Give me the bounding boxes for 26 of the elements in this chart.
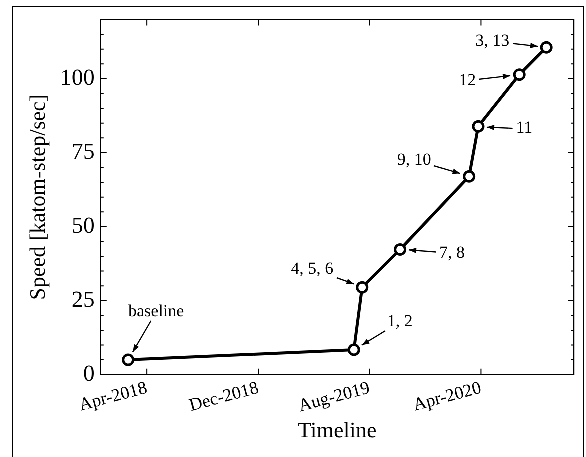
x-tick-label: Aug-2019	[296, 377, 372, 416]
y-tick-label: 50	[72, 212, 95, 238]
point	[394, 243, 407, 256]
annotation: 7, 8	[440, 243, 466, 262]
point	[540, 41, 553, 54]
annotation: 12	[459, 70, 476, 90]
y-tick-label: 100	[60, 65, 95, 90]
annotation: 1, 2	[387, 311, 413, 330]
point	[356, 281, 369, 294]
annotation: baseline	[128, 302, 184, 321]
x-axis-title: Timeline	[298, 418, 377, 443]
annotation: 4, 5, 6	[291, 259, 334, 278]
y-axis-title: Speed [katom-step/sec]	[24, 94, 50, 300]
annotation: 9, 10	[397, 150, 432, 170]
point	[463, 170, 476, 183]
point	[122, 354, 135, 366]
x-tick-label: Apr-2020	[411, 377, 484, 415]
point	[472, 120, 485, 133]
y-tick-label: 75	[72, 138, 95, 164]
y-tick-label: 25	[72, 286, 95, 312]
annotation: 11	[516, 118, 533, 138]
point	[513, 68, 526, 82]
y-tick-label: 0	[83, 360, 95, 386]
annotation: 3, 13	[476, 31, 510, 50]
point	[348, 344, 360, 356]
x-tick-label: Dec-2018	[187, 377, 261, 416]
